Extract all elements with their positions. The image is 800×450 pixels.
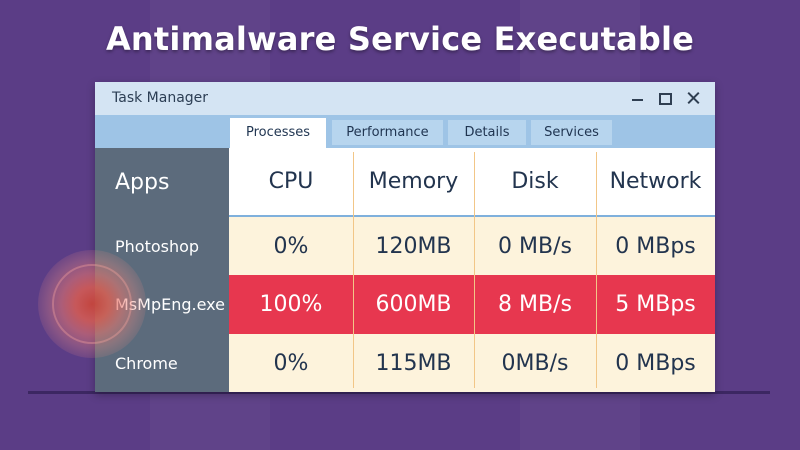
column-divider bbox=[474, 152, 475, 388]
title-bar[interactable]: Task Manager bbox=[95, 82, 715, 115]
tab-details[interactable]: Details bbox=[448, 120, 526, 145]
network-value: 0 MBps bbox=[615, 350, 696, 376]
memory-value: 120MB bbox=[375, 233, 452, 259]
network-value: 0 MBps bbox=[615, 233, 696, 259]
disk-value: 0 MB/s bbox=[498, 233, 572, 259]
column-divider bbox=[353, 152, 354, 388]
table-header-row: CPU Memory Disk Network bbox=[229, 148, 715, 217]
cpu-value: 0% bbox=[273, 233, 309, 259]
app-name-chrome[interactable]: Chrome bbox=[115, 353, 178, 373]
close-icon[interactable] bbox=[683, 87, 705, 109]
floor-line bbox=[28, 391, 770, 394]
column-header-cpu[interactable]: CPU bbox=[268, 169, 314, 194]
network-value: 5 MBps bbox=[615, 292, 696, 317]
tab-services[interactable]: Services bbox=[531, 120, 612, 145]
cpu-value: 0% bbox=[273, 350, 309, 376]
window-title: Task Manager bbox=[112, 90, 209, 106]
memory-value: 115MB bbox=[375, 350, 452, 376]
task-manager-window: Task Manager Processes Performance Detai… bbox=[95, 82, 715, 392]
table-row[interactable]: 0% 115MB 0MB/s 0 MBps bbox=[229, 334, 715, 392]
process-table: CPU Memory Disk Network 0% 120MB 0 MB/s … bbox=[229, 148, 715, 392]
maximize-icon[interactable] bbox=[654, 87, 676, 109]
table-row[interactable]: 0% 120MB 0 MB/s 0 MBps bbox=[229, 217, 715, 275]
column-header-memory[interactable]: Memory bbox=[368, 169, 459, 194]
disk-value: 8 MB/s bbox=[498, 292, 572, 317]
tab-processes[interactable]: Processes bbox=[230, 118, 326, 148]
tab-bar: Processes Performance Details Services bbox=[95, 115, 715, 148]
column-header-disk[interactable]: Disk bbox=[511, 169, 559, 194]
column-header-network[interactable]: Network bbox=[609, 169, 702, 194]
app-name-photoshop[interactable]: Photoshop bbox=[115, 236, 200, 256]
cpu-value: 100% bbox=[259, 292, 323, 317]
disk-value: 0MB/s bbox=[501, 350, 569, 376]
tab-performance[interactable]: Performance bbox=[332, 120, 443, 145]
click-indicator-ring bbox=[52, 264, 132, 344]
minimize-icon[interactable] bbox=[627, 87, 649, 109]
apps-header: Apps bbox=[115, 170, 170, 195]
page-headline: Antimalware Service Executable bbox=[105, 20, 695, 58]
memory-value: 600MB bbox=[375, 292, 452, 317]
table-row-highlighted[interactable]: 100% 600MB 8 MB/s 5 MBps bbox=[229, 275, 715, 334]
column-divider bbox=[596, 152, 597, 388]
